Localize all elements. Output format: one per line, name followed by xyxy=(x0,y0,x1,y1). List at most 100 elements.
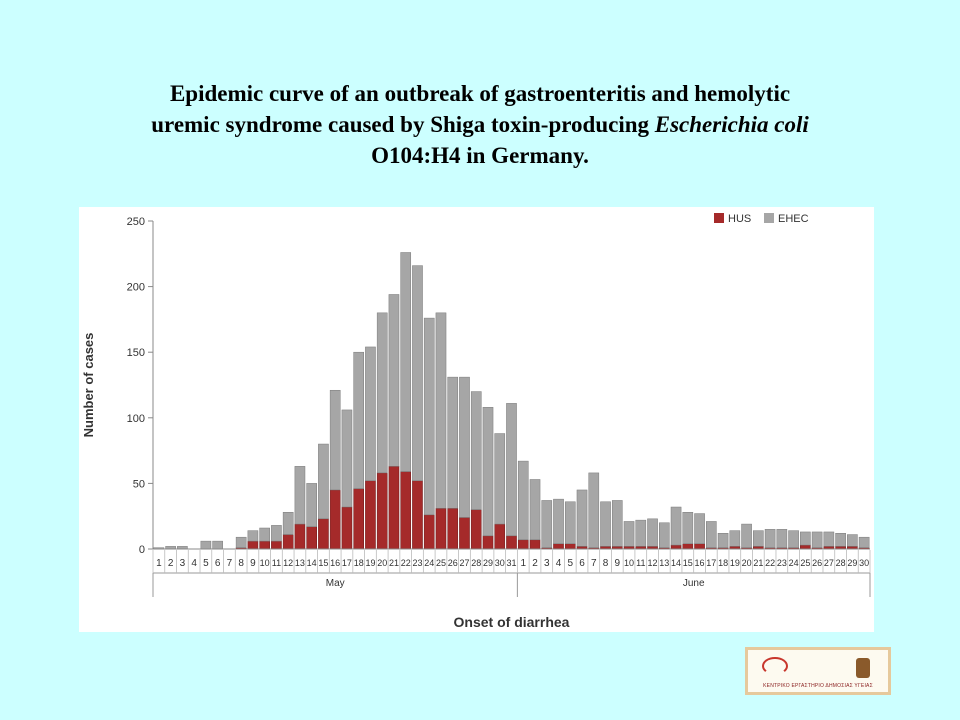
x-tick-label: 5 xyxy=(567,558,573,569)
bar-ehec xyxy=(259,527,270,542)
x-tick-label: 12 xyxy=(283,558,293,568)
bar-ehec xyxy=(553,498,564,545)
x-tick-label: 14 xyxy=(307,558,317,568)
bar-ehec xyxy=(811,531,823,548)
x-tick-label: 22 xyxy=(765,558,775,568)
x-tick-label: 7 xyxy=(591,558,597,569)
bar-ehec xyxy=(447,376,459,509)
slide-title: Epidemic curve of an outbreak of gastroe… xyxy=(60,78,900,171)
x-tick-label: 17 xyxy=(342,558,352,568)
bar-ehec xyxy=(588,472,600,548)
bar-ehec xyxy=(611,500,623,547)
x-tick-label: 25 xyxy=(800,558,810,568)
x-tick-label: 24 xyxy=(789,558,799,568)
legend-label-ehec: EHEC xyxy=(778,213,809,225)
x-tick-label: 28 xyxy=(471,558,481,568)
bar-ehec xyxy=(717,533,729,548)
x-tick-label: 13 xyxy=(295,558,305,568)
bar-hus xyxy=(341,506,353,550)
bar-hus xyxy=(435,508,447,550)
title-line-2-organism: Escherichia coli xyxy=(654,112,809,137)
x-tick-label: 3 xyxy=(544,558,550,569)
x-tick-label: 26 xyxy=(448,558,458,568)
bar-ehec xyxy=(529,479,541,541)
x-tick-label: 9 xyxy=(615,558,621,569)
x-tick-label: 27 xyxy=(824,558,834,568)
y-tick-label: 50 xyxy=(133,478,145,490)
bar-ehec xyxy=(706,521,717,548)
bar-hus xyxy=(459,517,470,550)
x-tick-label: 28 xyxy=(836,558,846,568)
x-tick-label: 8 xyxy=(603,558,609,569)
y-tick-label: 0 xyxy=(139,544,145,556)
bar-ehec xyxy=(541,500,553,548)
x-tick-label: 25 xyxy=(436,558,446,568)
x-tick-label: 11 xyxy=(272,558,281,568)
logo-caption: ΚΕΝΤΡΙΚΟ ΕΡΓΑΣΤΗΡΙΟ ΔΗΜΟΣΙΑΣ ΥΓΕΙΑΣ xyxy=(763,683,873,689)
x-tick-label: 14 xyxy=(671,558,681,568)
laboratory-logo: ΚΕΝΤΡΙΚΟ ΕΡΓΑΣΤΗΡΙΟ ΔΗΜΟΣΙΑΣ ΥΓΕΙΑΣ xyxy=(745,647,891,695)
bar-ehec xyxy=(658,522,670,548)
bar-ehec xyxy=(470,391,482,510)
y-axis-title: Number of cases xyxy=(81,333,96,438)
bar-ehec xyxy=(353,351,365,489)
x-tick-label: 18 xyxy=(718,558,728,568)
x-tick-label: 30 xyxy=(495,558,505,568)
x-tick-label: 30 xyxy=(859,558,869,568)
logo-mark-icon xyxy=(762,657,788,675)
logo-emblem-icon xyxy=(856,658,870,678)
legend-swatch-hus xyxy=(714,213,724,223)
x-tick-label: 6 xyxy=(579,558,585,569)
x-tick-label: 8 xyxy=(238,558,244,569)
bar-ehec xyxy=(847,534,858,547)
title-line-2: uremic syndrome caused by Shiga toxin-pr… xyxy=(60,109,900,140)
title-line-1: Epidemic curve of an outbreak of gastroe… xyxy=(169,81,791,106)
x-tick-label: 29 xyxy=(847,558,857,568)
x-tick-label: 2 xyxy=(168,558,174,569)
bar-hus xyxy=(318,518,329,550)
bar-hus xyxy=(423,514,435,550)
x-tick-label: 21 xyxy=(753,558,763,568)
x-tick-label: 15 xyxy=(318,558,328,568)
bar-ehec xyxy=(400,252,412,472)
bar-ehec xyxy=(412,265,423,482)
bar-ehec xyxy=(306,483,317,527)
x-tick-label: 10 xyxy=(624,558,634,568)
bar-ehec xyxy=(517,460,529,541)
x-tick-label: 5 xyxy=(203,558,209,569)
bar-hus xyxy=(800,544,811,550)
bar-hus xyxy=(482,535,494,550)
x-tick-label: 19 xyxy=(730,558,740,568)
bar-hus xyxy=(494,523,506,550)
bar-hus xyxy=(353,488,365,550)
x-tick-label: 9 xyxy=(250,558,256,569)
bar-ehec xyxy=(764,529,776,548)
x-tick-label: 12 xyxy=(648,558,658,568)
bar-hus xyxy=(470,509,482,550)
bar-ehec xyxy=(318,443,329,520)
bar-ehec xyxy=(564,501,576,545)
x-tick-label: 4 xyxy=(556,558,562,569)
bar-ehec xyxy=(858,536,870,548)
bar-ehec xyxy=(729,530,741,547)
bar-hus xyxy=(670,544,682,550)
bar-ehec xyxy=(435,312,447,509)
x-tick-label: 2 xyxy=(532,558,538,569)
bar-ehec xyxy=(329,389,341,491)
bar-ehec xyxy=(623,521,635,547)
legend-swatch-ehec xyxy=(764,213,774,223)
bar-hus xyxy=(412,480,423,550)
bar-hus xyxy=(247,540,259,550)
bar-hus xyxy=(529,539,541,550)
bar-ehec xyxy=(835,533,846,547)
x-tick-label: 16 xyxy=(695,558,705,568)
bar-ehec xyxy=(753,530,764,547)
x-tick-label: 7 xyxy=(227,558,233,569)
bar-hus xyxy=(517,539,529,550)
bar-hus xyxy=(259,540,270,550)
bar-hus xyxy=(553,543,564,550)
x-tick-label: 23 xyxy=(412,558,422,568)
chart-panel: 0 50 100 150 200 250 Number of cases 1 2 3 4 5 6 7 8 9 1… xyxy=(79,207,874,632)
bar-ehec xyxy=(670,506,682,546)
bar-ehec xyxy=(388,294,400,467)
